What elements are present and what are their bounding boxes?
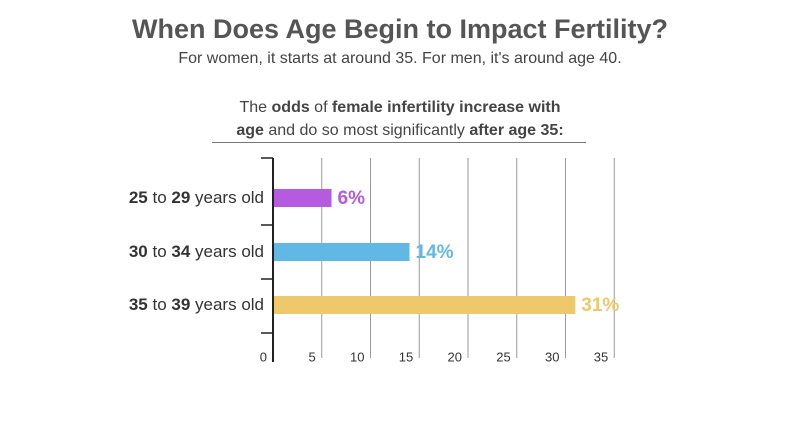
page-subtitle: For women, it starts at around 35. For m… [178, 50, 622, 67]
lead-line-1-run-1: odds [271, 99, 310, 116]
category-label-1-part-1: to [148, 242, 172, 261]
lead-line-2-run-2: after age 35: [469, 122, 564, 139]
category-label-0-part-0: 25 [129, 188, 148, 207]
category-label-1-part-2: 34 [171, 242, 190, 261]
tick-label-10: 10 [350, 349, 364, 364]
tick-label-20: 20 [448, 349, 462, 364]
lead-line-2-run-1: and do so most significantly [263, 122, 470, 139]
tick-label-15: 15 [399, 349, 413, 364]
category-label-0-part-2: 29 [171, 188, 190, 207]
lead-line-1-run-3: female infertility increase with [331, 99, 561, 116]
y-axis [261, 157, 274, 362]
tick-label-25: 25 [496, 349, 510, 364]
tick-label-5: 5 [309, 349, 316, 364]
lead-line-2: age and do so most significantly after a… [200, 119, 600, 142]
bar-2 [274, 296, 576, 314]
tick-label-35: 35 [594, 349, 608, 364]
category-label-0: 25 to 29 years old [129, 188, 264, 207]
bar-0 [274, 189, 332, 207]
category-label-2-part-3: years old [190, 295, 264, 314]
lead-line-1: The odds of female infertility increase … [200, 96, 600, 119]
category-label-2: 35 to 39 years old [129, 295, 264, 314]
category-label-0-part-1: to [148, 188, 172, 207]
lead-line-2-run-0: age [236, 122, 264, 139]
category-label-2-part-0: 35 [129, 295, 148, 314]
data-label-1: 14% [416, 242, 454, 263]
category-label-0-part-3: years old [190, 188, 264, 207]
data-label-0: 6% [338, 188, 366, 209]
lead-underline [212, 142, 586, 143]
category-label-1-part-3: years old [190, 242, 264, 261]
lead-line-1-run-2: of [309, 99, 332, 116]
lead-line-1-run-0: The [239, 99, 272, 116]
category-label-2-part-1: to [148, 295, 172, 314]
category-label-2-part-2: 39 [171, 295, 190, 314]
bar-1 [274, 243, 410, 261]
bars [274, 189, 576, 314]
tick-label-0: 0 [260, 349, 267, 364]
tick-label-30: 30 [545, 349, 559, 364]
data-label-2: 31% [581, 295, 619, 316]
category-label-1: 30 to 34 years old [129, 242, 264, 261]
category-label-1-part-0: 30 [129, 242, 148, 261]
chart-lead-text: The odds of female infertility increase … [200, 96, 600, 142]
labels: 0 5 10 15 20 25 30 35 6% 25 to 29 years old 14% 30 … [129, 188, 620, 364]
page-title: When Does Age Begin to Impact Fertility? [131, 14, 669, 44]
